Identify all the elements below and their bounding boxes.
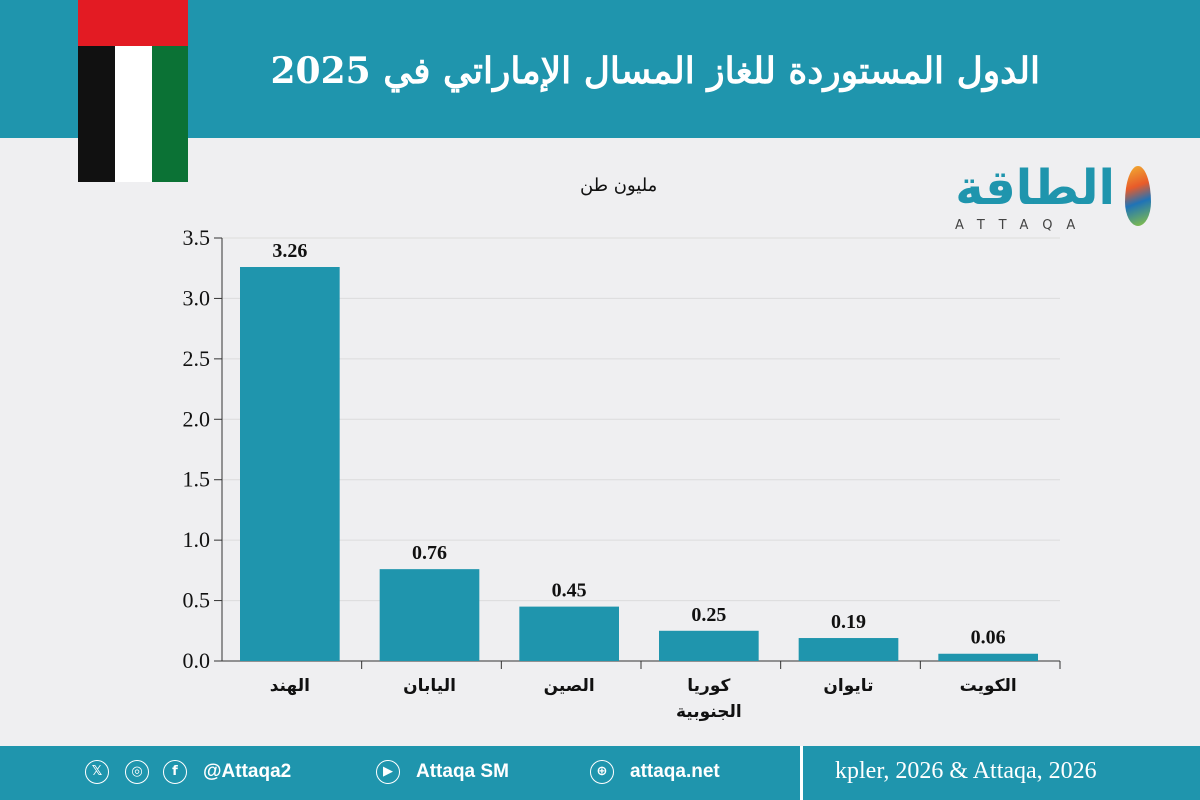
youtube-channel[interactable]: Attaqa SM (416, 761, 509, 782)
uae-flag-icon (78, 0, 188, 182)
data-label: 0.45 (552, 580, 587, 602)
bar (379, 569, 480, 661)
y-tick-label: 2.0 (183, 406, 211, 431)
bar (938, 653, 1038, 661)
attaqa-logo: الطاقة ATTAQA (945, 160, 1155, 240)
x-tick-label: الصين (544, 676, 595, 696)
x-tick-label: اليابان (403, 676, 456, 696)
bar (519, 606, 619, 661)
data-label: 0.06 (971, 627, 1006, 649)
youtube-icon[interactable]: ▶ (376, 760, 400, 784)
instagram-icon[interactable]: ◎ (125, 760, 149, 784)
source-text: kpler, 2026 & Attaqa, 2026 (835, 758, 1097, 784)
data-label: 0.25 (691, 604, 726, 626)
data-label: 0.76 (412, 542, 447, 564)
facebook-icon[interactable]: f (163, 760, 187, 784)
y-tick-label: 0.0 (183, 648, 211, 673)
x-tick-label: تايوان (823, 676, 873, 696)
y-tick-label: 1.0 (183, 527, 211, 552)
y-tick-label: 2.5 (183, 346, 211, 371)
drop-icon (1125, 166, 1151, 226)
website-link[interactable]: attaqa.net (630, 761, 720, 782)
header-banner: الدول المستوردة للغاز المسال الإماراتي ف… (0, 0, 1200, 138)
y-tick-label: 1.5 (183, 467, 211, 492)
x-tick-label: الكويت (960, 676, 1017, 696)
x-tick-label: الهند (270, 676, 310, 696)
x-tick-label: كوريا (687, 676, 730, 696)
data-label: 0.19 (831, 611, 866, 633)
x-tick-label: الجنوبية (676, 702, 742, 722)
footer: 𝕏 ◎ f @Attaqa2 ▶ Attaqa SM ⊕ attaqa.net … (0, 746, 1200, 800)
social-handle[interactable]: @Attaqa2 (203, 761, 292, 782)
x-icon[interactable]: 𝕏 (85, 760, 109, 784)
y-tick-label: 0.5 (183, 588, 211, 613)
bar (798, 638, 899, 661)
bar (659, 630, 759, 661)
data-label: 3.26 (272, 240, 307, 262)
y-axis-unit: مليون طن (580, 175, 658, 196)
y-tick-label: 3.0 (183, 285, 211, 310)
page-title: الدول المستوردة للغاز المسال الإماراتي ف… (270, 50, 1041, 92)
bar-chart: 0.0 0.5 1.0 1.5 2.0 2.5 3.0 3.5 3.26 الهند 0.76 الي… (183, 225, 1061, 722)
web-icon[interactable]: ⊕ (590, 760, 614, 784)
y-tick-label: 3.5 (183, 225, 211, 250)
bar (240, 267, 340, 661)
